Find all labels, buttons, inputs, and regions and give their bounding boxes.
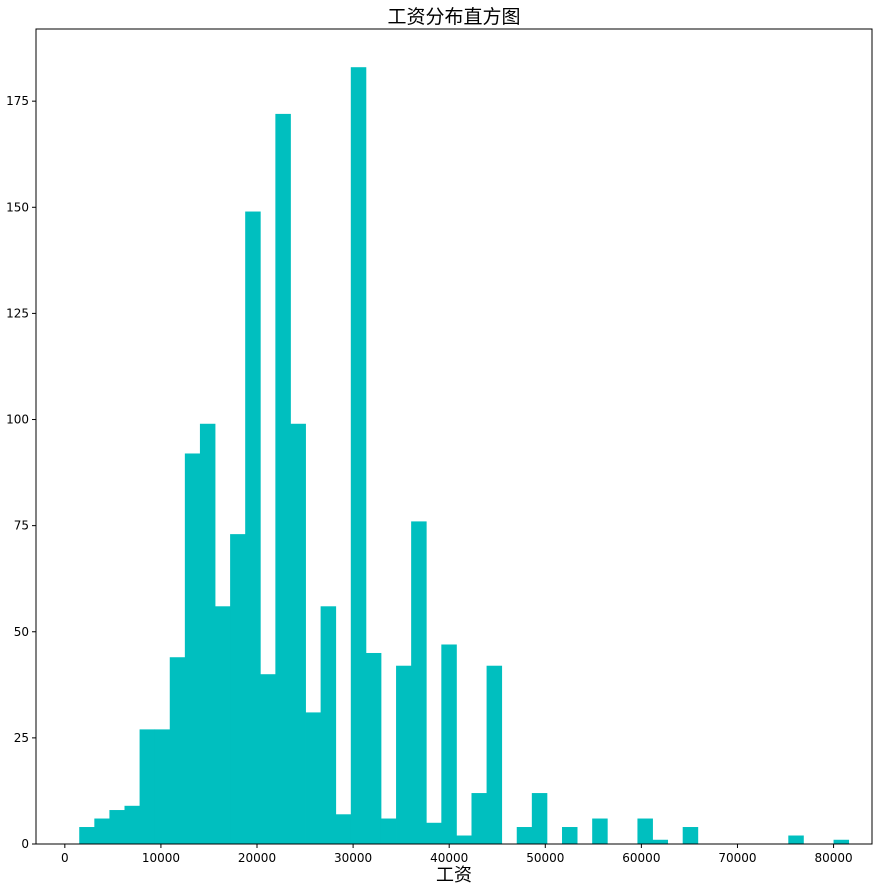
histogram-bar-5 — [154, 729, 171, 844]
y-tick-label: 175 — [6, 94, 29, 108]
x-axis-ticks: 0 10000 20000 30000 40000 50000 60000 70000 8000… — [61, 844, 853, 865]
histogram-bar-11 — [245, 211, 261, 844]
histogram-bar-37 — [637, 818, 653, 844]
histogram-bar-8 — [199, 423, 216, 844]
histogram-bar-3 — [124, 805, 140, 844]
y-tick-label: 75 — [14, 519, 29, 533]
x-tick-label: 10000 — [142, 851, 180, 865]
histogram-bar-7 — [184, 453, 201, 844]
histogram-bar-21 — [396, 665, 412, 844]
x-tick-label: 30000 — [334, 851, 372, 865]
chart-title: 工资分布直方图 — [387, 6, 520, 28]
histogram-bar-47 — [788, 835, 804, 844]
histogram-bar-16 — [320, 606, 337, 844]
y-tick-label: 150 — [6, 200, 29, 214]
y-tick-label: 50 — [14, 625, 29, 639]
histogram-bar-14 — [290, 423, 306, 844]
x-tick-label: 20000 — [238, 851, 276, 865]
histogram-bar-25 — [456, 835, 472, 844]
x-axis-label: 工资 — [436, 865, 472, 886]
x-tick-label: 40000 — [430, 851, 468, 865]
histogram-bar-17 — [335, 814, 352, 844]
bars-group — [79, 67, 850, 844]
y-tick-label: 125 — [6, 306, 29, 320]
histogram-bar-15 — [305, 712, 322, 844]
histogram-bar-22 — [411, 521, 427, 844]
histogram-bar-6 — [169, 657, 186, 844]
histogram-bar-23 — [426, 822, 442, 844]
y-axis-ticks: 0 25 50 75 100 125 150 175 — [6, 94, 36, 851]
histogram-bar-1 — [94, 818, 110, 844]
histogram-bar-24 — [441, 644, 457, 844]
histogram-bar-9 — [215, 606, 231, 844]
histogram-bar-20 — [380, 818, 397, 844]
histogram-bar-0 — [79, 827, 95, 844]
histogram-bar-27 — [486, 665, 503, 844]
y-tick-label: 25 — [14, 731, 29, 745]
histogram-bar-32 — [562, 827, 578, 844]
x-tick-label: 50000 — [526, 851, 564, 865]
x-tick-label: 0 — [61, 851, 69, 865]
histogram-bar-4 — [139, 729, 156, 844]
histogram-bar-19 — [365, 652, 382, 844]
x-tick-label: 60000 — [622, 851, 660, 865]
histogram-bar-26 — [471, 793, 487, 844]
histogram-bar-12 — [260, 674, 276, 844]
histogram-bar-30 — [531, 793, 548, 844]
plot-frame — [35, 28, 873, 845]
histogram-bar-38 — [652, 839, 669, 844]
histogram-bar-34 — [592, 818, 608, 844]
histogram-bar-10 — [230, 534, 246, 844]
x-tick-label: 80000 — [814, 851, 852, 865]
y-tick-label: 100 — [6, 413, 29, 427]
histogram-bar-13 — [275, 113, 291, 844]
histogram-bar-18 — [350, 67, 367, 844]
y-tick-label: 0 — [21, 837, 29, 851]
histogram-bar-29 — [516, 827, 533, 844]
histogram-bar-40 — [682, 827, 699, 844]
histogram-bar-50 — [833, 839, 850, 844]
histogram-bar-2 — [109, 810, 125, 844]
x-tick-label: 70000 — [718, 851, 756, 865]
